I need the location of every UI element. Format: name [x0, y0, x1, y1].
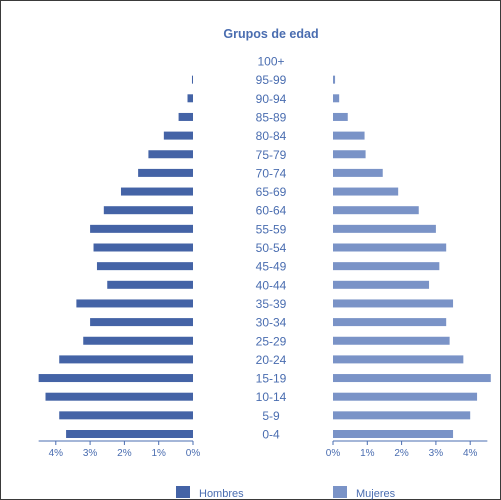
bar-hombres-75-79: [148, 150, 193, 159]
tick-label-left: 2%: [117, 448, 132, 459]
bar-hombres-55-59: [90, 224, 193, 233]
legend: Hombres Mujeres: [176, 486, 396, 500]
age-label: 25-29: [256, 334, 287, 348]
bar-hombres-70-74: [138, 168, 193, 177]
bar-hombres-15-19: [38, 374, 194, 383]
hombres-bars: [38, 75, 194, 438]
legend-swatch-hombres: [176, 486, 190, 498]
age-label: 15-19: [256, 372, 287, 386]
bar-hombres-35-39: [76, 299, 193, 308]
bar-hombres-30-34: [90, 318, 193, 327]
bar-hombres-45-49: [96, 262, 193, 271]
bar-hombres-50-54: [93, 243, 193, 252]
bar-mujeres-70-74: [333, 168, 383, 177]
bar-mujeres-50-54: [333, 243, 447, 252]
bar-hombres-85-89: [178, 112, 193, 121]
bar-hombres-60-64: [103, 206, 193, 215]
bar-hombres-0-4: [66, 430, 193, 438]
bar-mujeres-35-39: [333, 299, 454, 308]
bar-mujeres-80-84: [333, 131, 365, 140]
bar-hombres-65-69: [120, 187, 193, 196]
age-label: 75-79: [256, 148, 287, 162]
age-label: 10-14: [256, 390, 287, 404]
age-label: 55-59: [256, 222, 287, 236]
bar-mujeres-10-14: [333, 392, 478, 401]
bar-hombres-5-9: [59, 411, 194, 420]
bar-mujeres-15-19: [333, 374, 491, 383]
age-label: 70-74: [256, 166, 287, 180]
bar-hombres-10-14: [45, 392, 194, 401]
tick-label-left: 1%: [151, 448, 166, 459]
tick-label-right: 1%: [360, 448, 375, 459]
tick-label-right: 2%: [394, 448, 409, 459]
bar-mujeres-20-24: [333, 355, 464, 364]
mujeres-bars: [333, 75, 491, 438]
age-label: 65-69: [256, 185, 287, 199]
age-label: 40-44: [256, 278, 287, 292]
age-label: 100+: [257, 55, 284, 69]
legend-label-mujeres: Mujeres: [356, 488, 396, 500]
bar-hombres-40-44: [107, 280, 193, 289]
age-label: 0-4: [262, 428, 280, 442]
bar-hombres-90-94: [187, 94, 193, 103]
bar-mujeres-55-59: [333, 224, 436, 233]
bar-mujeres-85-89: [333, 112, 348, 121]
bar-mujeres-90-94: [333, 94, 340, 103]
legend-label-hombres: Hombres: [199, 488, 244, 500]
tick-label-right: 0%: [326, 448, 341, 459]
age-label: 95-99: [256, 73, 287, 87]
mujeres-axis: 0% 1% 2% 3% 4%: [326, 440, 488, 459]
age-label: 20-24: [256, 353, 287, 367]
hombres-axis: 4% 3% 2% 1% 0%: [38, 440, 201, 459]
age-label: 35-39: [256, 297, 287, 311]
age-label: 45-49: [256, 260, 287, 274]
tick-label-left: 4%: [49, 448, 64, 459]
bar-mujeres-30-34: [333, 318, 447, 327]
age-label: 30-34: [256, 316, 287, 330]
bar-mujeres-5-9: [333, 411, 471, 420]
tick-label-right: 3%: [429, 448, 444, 459]
legend-swatch-mujeres: [333, 486, 347, 498]
tick-label-right: 4%: [463, 448, 478, 459]
tick-label-left: 3%: [83, 448, 98, 459]
age-label: 80-84: [256, 129, 287, 143]
bar-mujeres-60-64: [333, 206, 419, 215]
age-label: 60-64: [256, 204, 287, 218]
bar-mujeres-45-49: [333, 262, 440, 271]
bar-hombres-80-84: [163, 131, 193, 140]
bar-mujeres-0-4: [333, 430, 454, 438]
age-label: 90-94: [256, 92, 287, 106]
bar-mujeres-40-44: [333, 280, 430, 289]
bar-mujeres-65-69: [333, 187, 399, 196]
bar-mujeres-75-79: [333, 150, 366, 159]
age-label: 50-54: [256, 241, 287, 255]
bar-mujeres-25-29: [333, 336, 450, 345]
tick-label-left: 0%: [186, 448, 201, 459]
bar-hombres-95-99: [191, 75, 193, 84]
bar-mujeres-95-99: [333, 75, 336, 84]
age-group-labels: 0-4 5-9 10-14 15-19 20-24 25-29 30-34 35-39 40-4…: [256, 55, 287, 442]
age-label: 5-9: [262, 409, 280, 423]
chart-title: Grupos de edad: [223, 27, 318, 41]
bar-hombres-20-24: [59, 355, 194, 364]
age-label: 85-89: [256, 110, 287, 124]
bar-hombres-25-29: [83, 336, 193, 345]
